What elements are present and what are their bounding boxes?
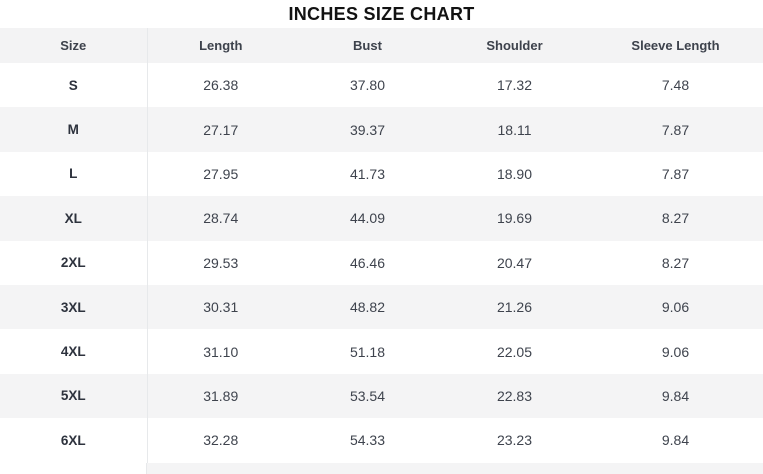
shoulder-value: 22.83 — [496, 387, 533, 404]
shoulder-value: 22.05 — [496, 343, 533, 360]
shoulder-value: 17.32 — [496, 77, 533, 94]
col-header-shoulder: Shoulder — [486, 38, 543, 53]
partial-next-row-size-cell — [0, 462, 147, 474]
size-label: 6XL — [0, 418, 148, 463]
bust-value: 48.82 — [349, 299, 386, 316]
shoulder-value: 18.90 — [496, 165, 533, 182]
length-value: 32.28 — [203, 432, 239, 449]
length-value: 30.31 — [203, 299, 239, 316]
col-header-size: Size — [0, 28, 148, 63]
col-header-sleeve-length: Sleeve Length — [631, 38, 720, 53]
sleeve-length-value: 9.06 — [661, 299, 690, 316]
table-header-row: Size Length Bust Shoulder Sleeve Length — [0, 28, 763, 63]
shoulder-value: 20.47 — [496, 254, 533, 271]
length-value: 26.38 — [203, 77, 239, 94]
size-label: L — [0, 151, 148, 197]
size-label: 5XL — [0, 373, 148, 419]
table-row-m: M 27.17 39.37 18.11 7.87 — [0, 107, 763, 152]
bust-value: 51.18 — [349, 343, 386, 360]
sleeve-length-value: 9.06 — [661, 343, 690, 360]
table-row-4xl: 4XL 31.10 51.18 22.05 9.06 — [0, 329, 763, 374]
sleeve-length-value: 7.87 — [661, 121, 690, 138]
size-label: M — [0, 107, 148, 152]
length-value: 27.95 — [203, 165, 239, 182]
bust-value: 53.54 — [349, 387, 386, 404]
partial-next-row-body — [147, 462, 763, 474]
partial-next-row — [0, 462, 763, 474]
length-value: 31.10 — [203, 343, 239, 360]
sleeve-length-value: 9.84 — [661, 387, 690, 404]
table-row-l: L 27.95 41.73 18.90 7.87 — [0, 151, 763, 197]
length-value: 27.17 — [203, 121, 239, 138]
sleeve-length-value: 8.27 — [661, 254, 690, 271]
length-value: 31.89 — [203, 387, 239, 404]
shoulder-value: 23.23 — [496, 432, 533, 449]
bust-value: 46.46 — [349, 254, 386, 271]
bust-value: 39.37 — [349, 121, 386, 138]
size-chart-table: Size Length Bust Shoulder Sleeve Length … — [0, 28, 763, 463]
size-label: S — [0, 63, 148, 108]
sleeve-length-value: 7.87 — [661, 165, 690, 182]
bust-value: 44.09 — [349, 210, 386, 227]
length-value: 28.74 — [203, 210, 239, 227]
size-label: 4XL — [0, 329, 148, 374]
bust-value: 54.33 — [349, 432, 386, 449]
size-label: XL — [0, 196, 148, 241]
sleeve-length-value: 9.84 — [661, 432, 690, 449]
table-row-xl: XL 28.74 44.09 19.69 8.27 — [0, 196, 763, 241]
length-value: 29.53 — [203, 254, 239, 271]
table-row-2xl: 2XL 29.53 46.46 20.47 8.27 — [0, 240, 763, 285]
table-row-s: S 26.38 37.80 17.32 7.48 — [0, 63, 763, 108]
col-header-bust: Bust — [353, 38, 382, 53]
page-title: INCHES SIZE CHART — [288, 3, 475, 24]
shoulder-value: 18.11 — [497, 121, 532, 138]
sleeve-length-value: 7.48 — [661, 77, 690, 94]
size-label: 3XL — [0, 284, 148, 330]
sleeve-length-value: 8.27 — [661, 210, 690, 227]
shoulder-value: 21.26 — [496, 299, 533, 316]
table-row-6xl: 6XL 32.28 54.33 23.23 9.84 — [0, 418, 763, 463]
col-header-length: Length — [199, 38, 243, 53]
size-label: 2XL — [0, 240, 148, 285]
bust-value: 37.80 — [349, 77, 386, 94]
shoulder-value: 19.69 — [496, 210, 533, 227]
bust-value: 41.73 — [349, 165, 386, 182]
table-row-3xl: 3XL 30.31 48.82 21.26 9.06 — [0, 284, 763, 330]
table-row-5xl: 5XL 31.89 53.54 22.83 9.84 — [0, 373, 763, 419]
